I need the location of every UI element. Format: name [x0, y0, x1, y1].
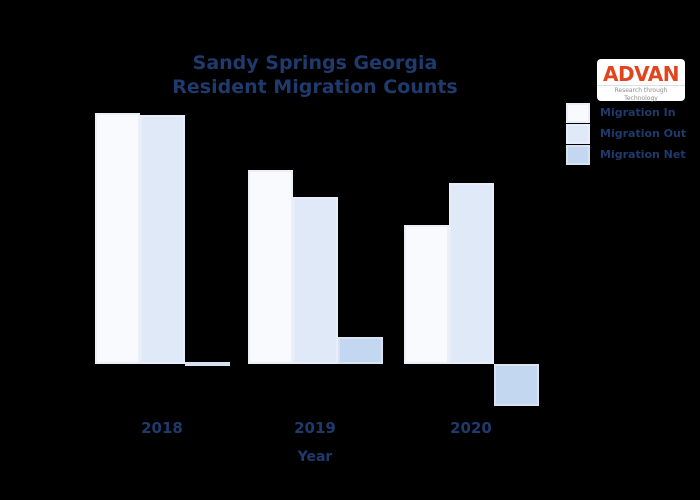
- x-tick-label-2019: 2019: [294, 419, 336, 437]
- legend: Migration In Migration Out Migration Net: [566, 102, 686, 165]
- legend-label: Migration Out: [600, 127, 687, 140]
- legend-item-migration-in: Migration In: [566, 102, 686, 123]
- legend-item-migration-net: Migration Net: [566, 144, 686, 165]
- advan-logo: ADVAN Research through Technology: [597, 59, 685, 103]
- x-tick-label-2020: 2020: [450, 419, 492, 437]
- legend-item-migration-out: Migration Out: [566, 123, 686, 144]
- bar-migration-in-2020: [403, 225, 449, 364]
- chart-title: Sandy Springs Georgia Resident Migration…: [65, 52, 565, 100]
- advan-logo-wordmark: ADVAN: [603, 62, 679, 86]
- bar-migration-net-2020: [493, 364, 539, 406]
- legend-swatch-icon: [566, 123, 590, 144]
- x-tick-label-2018: 2018: [141, 419, 183, 437]
- advan-logo-tagline: Research through Technology: [597, 85, 685, 103]
- bar-migration-out-2018: [139, 115, 185, 364]
- bar-migration-in-2018: [94, 113, 140, 364]
- chart-title-line2: Resident Migration Counts: [172, 75, 458, 98]
- bar-migration-net-2018: [184, 362, 230, 366]
- bar-migration-net-2019: [337, 337, 383, 364]
- legend-swatch-icon: [566, 144, 590, 165]
- chart-title-line1: Sandy Springs Georgia: [192, 52, 438, 74]
- legend-swatch-icon: [566, 102, 590, 123]
- x-axis-label: Year: [297, 449, 333, 465]
- legend-label: Migration Net: [600, 148, 686, 161]
- bar-migration-out-2020: [448, 183, 494, 364]
- bar-migration-out-2019: [292, 197, 338, 364]
- legend-label: Migration In: [600, 106, 676, 119]
- bar-migration-in-2019: [247, 170, 293, 364]
